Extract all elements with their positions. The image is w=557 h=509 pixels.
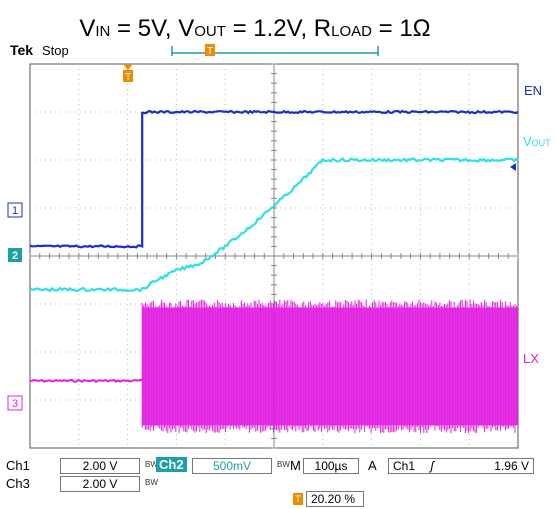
svg-text:3: 3 [12, 398, 18, 410]
trigger-level: 1.96 V [494, 459, 529, 473]
trigger-position-icon: T [293, 493, 303, 505]
trigger-readout: Ch1 ʃ 1.96 V [388, 458, 534, 474]
channel-marker-1: 1 [7, 202, 23, 218]
trigger-position-value: 20.20 % [306, 491, 364, 507]
brand-label: Tek [10, 42, 34, 58]
svg-text:T: T [207, 46, 213, 57]
trace-vout [29, 157, 519, 293]
trace-lx-idle [29, 378, 143, 384]
ch2-label: Ch2 [156, 457, 187, 472]
channel-marker-3: 3 [7, 395, 23, 411]
ch3-bw-mark: BW [145, 478, 158, 487]
series-label-vout: VOUT [523, 134, 551, 149]
svg-text:2: 2 [12, 250, 18, 262]
ch3-label: Ch3 [6, 476, 30, 491]
svg-text:1: 1 [12, 205, 18, 217]
timebase-value: 100µs [303, 458, 359, 474]
timebase-label: M [290, 458, 301, 473]
ch2-scale: 500mV [192, 458, 272, 474]
ch1-scale: 2.00 V [60, 458, 140, 474]
acquisition-mode: A [368, 458, 377, 473]
svg-text:VIN = 5V, VOUT = 1.2V, RLOAD =: VIN = 5V, VOUT = 1.2V, RLOAD = 1Ω [79, 15, 430, 42]
trigger-source: Ch1 [393, 459, 416, 473]
acquisition-state: Stop [42, 43, 69, 58]
ch1-label: Ch1 [6, 458, 30, 473]
record-trigger-marker [205, 44, 215, 56]
trigger-slope-icon: ʃ [430, 459, 434, 473]
trigger-marker: T [123, 64, 133, 83]
series-label-lx: LX [523, 351, 539, 366]
series-label-en: EN [524, 83, 542, 98]
svg-text:T: T [125, 72, 131, 83]
scope-display: T 1 2 3 EN VOUT LX [7, 63, 551, 449]
ch3-scale: 2.00 V [60, 476, 140, 492]
trace-en [29, 109, 519, 249]
ch1-bw-mark: BW [145, 460, 158, 469]
chart-title: VIN = 5V, VOUT = 1.2V, RLOAD = 1Ω [79, 15, 430, 42]
traces [29, 109, 519, 434]
trigger-level-arrow [510, 163, 516, 171]
channel-marker-2: 2 [8, 248, 22, 262]
ch2-bw-mark: BW [277, 460, 290, 469]
record-view-bar: T [171, 44, 379, 57]
trace-lx-spikes [141, 299, 518, 434]
